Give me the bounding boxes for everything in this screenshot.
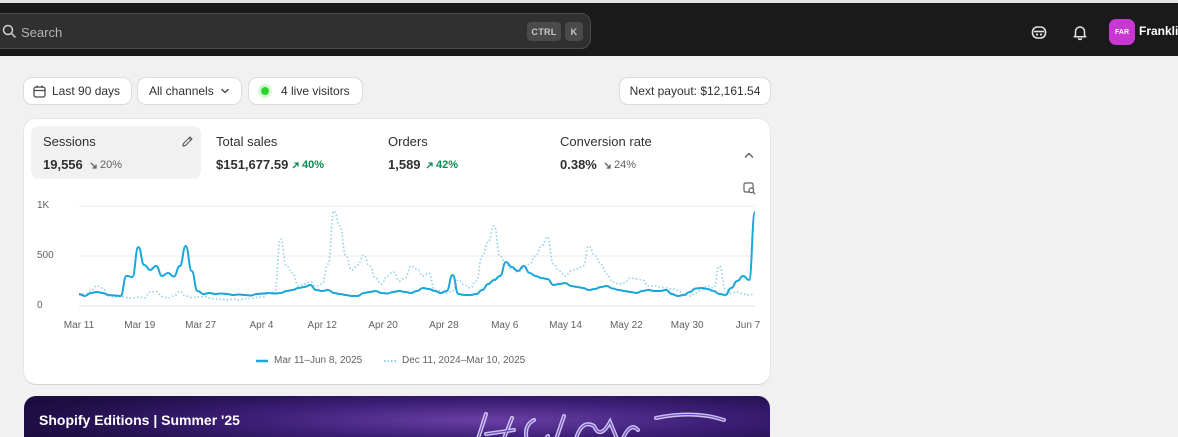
avatar[interactable]: FAR xyxy=(1109,19,1135,45)
x-tick-label: Apr 28 xyxy=(429,320,459,331)
metric-value: 0.38% xyxy=(560,157,597,172)
x-tick-label: Mar 19 xyxy=(124,320,156,331)
x-tick-label: May 22 xyxy=(609,320,643,331)
arrow-up-right-icon xyxy=(426,161,433,168)
metric-value: 1,589 xyxy=(388,157,421,172)
chevron-down-icon xyxy=(220,86,230,96)
pencil-icon[interactable] xyxy=(181,135,194,148)
metric-delta: 42% xyxy=(426,159,458,171)
metric-sessions[interactable]: Sessions 19,556 20% xyxy=(31,126,201,179)
date-range-label: Last 90 days xyxy=(52,84,121,98)
x-tick-label: Apr 4 xyxy=(249,320,274,331)
x-tick-label: May 14 xyxy=(549,320,582,331)
x-tick-label: Apr 12 xyxy=(307,320,337,331)
metric-value: 19,556 xyxy=(43,157,83,172)
shortcut-k-key: K xyxy=(565,22,583,41)
promo-title: Shopify Editions | Summer '25 xyxy=(39,412,240,428)
analytics-card: Sessions 19,556 20% Total sales $151,677… xyxy=(24,119,770,384)
arrow-down-right-icon xyxy=(604,162,611,169)
metric-total-sales[interactable]: Total sales $151,677.59 40% xyxy=(204,126,374,179)
metric-label: Orders xyxy=(388,134,428,149)
search-bar[interactable]: CTRL K xyxy=(0,13,591,49)
metric-delta-value: 24% xyxy=(614,159,637,171)
y-tick-label: 0 xyxy=(37,300,43,311)
metric-delta-value: 40% xyxy=(302,159,325,171)
bell-icon[interactable] xyxy=(1071,23,1089,41)
metric-delta: 40% xyxy=(292,159,324,171)
series-line-current xyxy=(78,211,756,297)
legend-dotted-swatch xyxy=(384,359,396,362)
legend-item-current[interactable]: Mar 11–Jun 8, 2025 xyxy=(256,355,362,366)
metric-label: Conversion rate xyxy=(560,134,652,149)
metric-delta-value: 20% xyxy=(100,159,123,171)
legend-label: Mar 11–Jun 8, 2025 xyxy=(274,355,363,366)
y-tick-label: 500 xyxy=(37,250,54,261)
editions-artwork xyxy=(476,412,726,437)
x-tick-label: May 6 xyxy=(491,320,519,331)
top-bar: CTRL K FAR Franklin xyxy=(0,0,1178,56)
user-name[interactable]: Franklin xyxy=(1139,24,1178,38)
x-tick-label: Jun 7 xyxy=(735,320,761,331)
chevron-up-icon[interactable] xyxy=(743,149,755,161)
channels-label: All channels xyxy=(149,84,214,98)
payout-button[interactable]: Next payout: $12,161.54 xyxy=(620,78,770,104)
metric-conversion-rate[interactable]: Conversion rate 0.38% 24% xyxy=(548,126,718,179)
x-tick-label: May 30 xyxy=(670,320,704,331)
metric-orders[interactable]: Orders 1,589 42% xyxy=(376,126,546,179)
live-visitors-button[interactable]: 4 live visitors xyxy=(249,78,362,104)
x-tick-label: Mar 27 xyxy=(185,320,217,331)
x-tick-label: Mar 11 xyxy=(63,320,95,331)
metric-value: $151,677.59 xyxy=(216,157,289,172)
arrow-up-right-icon xyxy=(292,161,299,168)
live-indicator-icon xyxy=(261,87,269,95)
live-visitors-label: 4 live visitors xyxy=(281,84,350,98)
x-tick-label: Apr 20 xyxy=(368,320,398,331)
promo-banner[interactable]: Shopify Editions | Summer '25 xyxy=(24,396,770,437)
legend-label: Dec 11, 2024–Mar 10, 2025 xyxy=(402,355,526,366)
shortcut-ctrl-key: CTRL xyxy=(527,22,561,41)
payout-label: Next payout: $12,161.54 xyxy=(629,84,761,98)
search-icon xyxy=(2,24,16,38)
date-range-button[interactable]: Last 90 days xyxy=(24,78,131,104)
explore-report-icon[interactable] xyxy=(743,182,756,195)
metric-label: Total sales xyxy=(216,134,278,149)
sidekick-icon[interactable] xyxy=(1030,23,1048,41)
channels-dropdown[interactable]: All channels xyxy=(138,78,241,104)
series-line-previous xyxy=(78,210,756,301)
y-tick-label: 1K xyxy=(37,200,50,211)
calendar-icon xyxy=(33,85,46,98)
sessions-line-chart xyxy=(78,205,756,307)
metric-delta-value: 42% xyxy=(436,159,459,171)
legend-solid-swatch xyxy=(256,359,268,362)
legend-item-previous[interactable]: Dec 11, 2024–Mar 10, 2025 xyxy=(384,355,525,366)
metric-delta: 20% xyxy=(90,159,122,171)
metric-label: Sessions xyxy=(43,134,96,149)
metric-delta: 24% xyxy=(604,159,636,171)
search-input[interactable] xyxy=(21,22,491,42)
arrow-down-right-icon xyxy=(90,162,97,169)
